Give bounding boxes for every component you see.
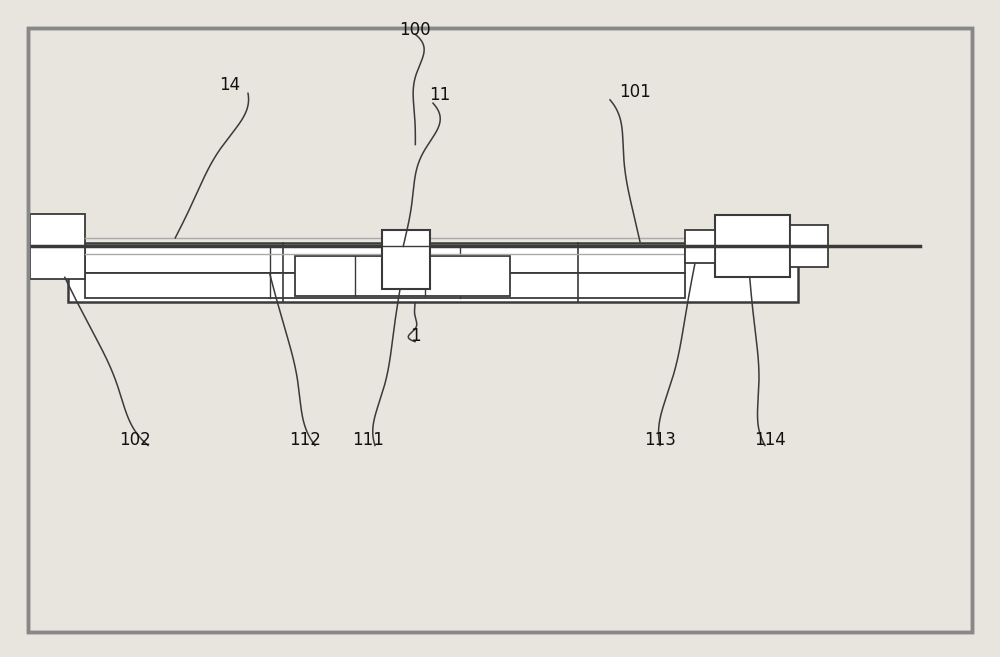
Text: 114: 114 xyxy=(754,431,786,449)
Text: 1: 1 xyxy=(410,327,420,346)
Bar xyxy=(30,214,85,279)
Bar xyxy=(68,243,798,302)
Bar xyxy=(295,256,510,296)
Bar xyxy=(382,230,430,289)
Text: 102: 102 xyxy=(119,431,151,449)
Bar xyxy=(715,215,790,277)
Text: 113: 113 xyxy=(644,431,676,449)
Bar xyxy=(685,230,715,263)
Bar xyxy=(85,273,685,298)
Bar xyxy=(85,246,685,273)
Text: 112: 112 xyxy=(289,431,321,449)
Text: 100: 100 xyxy=(399,20,431,39)
Text: 111: 111 xyxy=(352,431,384,449)
Text: 101: 101 xyxy=(619,83,651,101)
Text: 14: 14 xyxy=(219,76,241,95)
Text: 11: 11 xyxy=(429,86,451,104)
Bar xyxy=(790,225,828,267)
Bar xyxy=(28,28,972,59)
